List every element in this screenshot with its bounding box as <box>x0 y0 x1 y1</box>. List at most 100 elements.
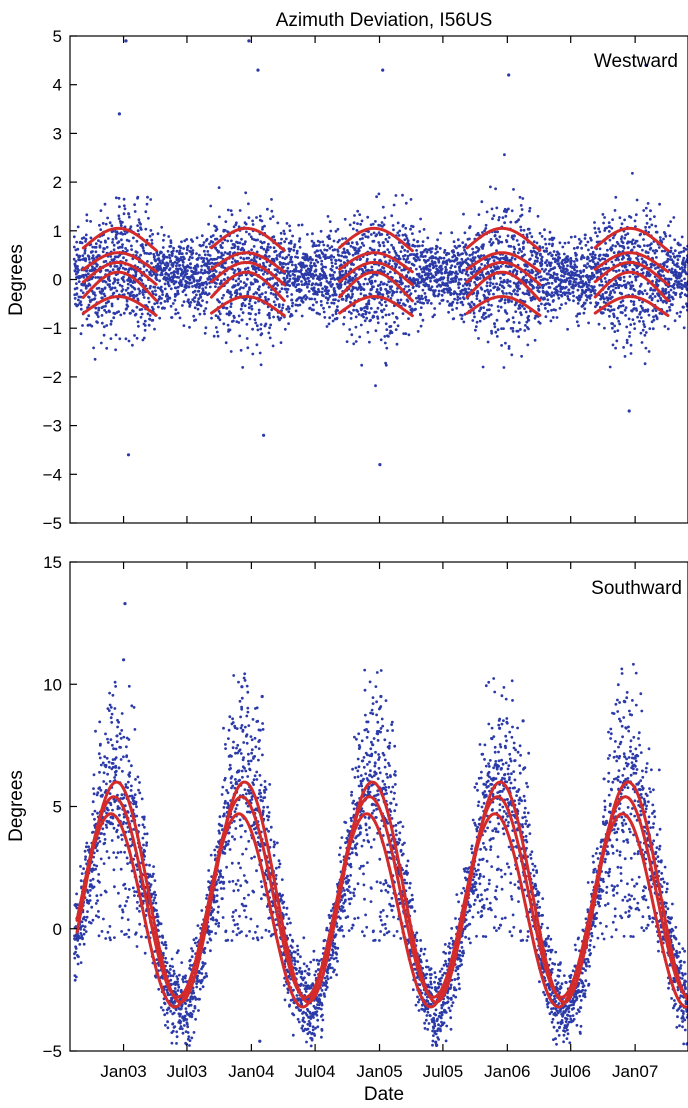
westward-observed-point <box>223 278 226 281</box>
westward-observed-point <box>116 281 120 285</box>
westward-observed-point <box>434 289 437 292</box>
westward-observed-point <box>282 265 285 269</box>
westward-observed-point <box>333 270 336 274</box>
westward-observed-point <box>358 237 362 241</box>
westward-observed-point <box>336 227 340 231</box>
westward-observed-point <box>485 281 489 284</box>
westward-outlier-point <box>378 463 382 467</box>
westward-observed-point <box>649 265 653 269</box>
westward-observed-point <box>153 302 157 306</box>
westward-outlier-point <box>124 39 128 43</box>
westward-observed-point <box>564 285 568 289</box>
westward-observed-point <box>669 288 673 292</box>
westward-observed-point <box>312 308 315 312</box>
westward-observed-point <box>373 258 377 261</box>
westward-observed-point <box>354 340 358 343</box>
westward-observed-point <box>515 272 519 276</box>
westward-observed-point <box>96 311 99 315</box>
westward-observed-point <box>171 302 175 305</box>
westward-observed-point <box>110 224 114 228</box>
southward-observed-point <box>80 920 84 924</box>
westward-observed-point <box>279 231 283 235</box>
westward-observed-point <box>568 298 571 302</box>
westward-observed-point <box>392 290 396 294</box>
westward-observed-point <box>653 295 657 298</box>
westward-observed-point <box>107 300 110 303</box>
westward-observed-point <box>503 221 506 225</box>
westward-observed-point <box>103 308 106 312</box>
westward-observed-point <box>140 312 144 316</box>
westward-observed-points <box>72 39 688 467</box>
westward-outlier-point <box>507 73 511 77</box>
westward-observed-point <box>543 297 546 301</box>
westward-observed-point <box>666 327 670 331</box>
westward-observed-point <box>153 255 156 258</box>
westward-observed-point <box>208 270 212 274</box>
westward-observed-point <box>530 254 534 257</box>
westward-observed-point <box>196 265 200 268</box>
westward-observed-point <box>435 245 439 249</box>
westward-observed-point <box>517 251 520 255</box>
westward-observed-point <box>116 232 119 235</box>
westward-observed-point <box>106 268 109 272</box>
westward-observed-point <box>252 245 256 248</box>
westward-observed-point <box>627 317 631 321</box>
westward-observed-point <box>679 295 682 299</box>
westward-observed-point <box>419 313 422 317</box>
westward-observed-point <box>275 281 279 285</box>
westward-observed-point <box>333 248 337 252</box>
westward-observed-point <box>75 292 79 296</box>
westward-observed-point <box>653 251 657 255</box>
westward-observed-point <box>585 266 588 269</box>
westward-observed-point <box>223 238 227 242</box>
westward-observed-point <box>667 224 670 228</box>
westward-observed-point <box>267 311 271 315</box>
westward-observed-point <box>590 246 594 250</box>
westward-observed-point <box>356 251 360 255</box>
westward-observed-point <box>359 285 363 289</box>
westward-observed-point <box>149 229 153 232</box>
westward-observed-point <box>406 239 410 243</box>
westward-observed-point <box>633 289 637 292</box>
westward-observed-point <box>484 315 488 319</box>
westward-observed-point <box>553 266 556 270</box>
westward-observed-point <box>347 310 351 314</box>
westward-observed-point <box>204 291 208 295</box>
westward-observed-point <box>168 276 172 280</box>
westward-observed-point <box>293 274 297 277</box>
westward-observed-point <box>267 331 271 335</box>
westward-observed-point <box>192 272 196 276</box>
westward-observed-point <box>229 209 233 213</box>
westward-observed-point <box>544 268 548 271</box>
westward-observed-point <box>643 333 647 337</box>
westward-observed-point <box>321 240 325 244</box>
westward-observed-point <box>230 293 233 297</box>
westward-observed-point <box>301 261 305 265</box>
westward-observed-point <box>231 257 235 260</box>
westward-observed-point <box>325 325 329 328</box>
westward-observed-point <box>248 288 251 291</box>
westward-observed-point <box>513 257 517 261</box>
westward-observed-point <box>168 296 172 300</box>
westward-observed-point <box>133 203 137 207</box>
westward-observed-point <box>151 318 155 322</box>
westward-outlier-point <box>117 112 121 116</box>
westward-observed-point <box>206 278 210 281</box>
westward-observed-point <box>261 227 264 231</box>
westward-observed-point <box>583 237 587 240</box>
westward-observed-point <box>613 291 617 294</box>
westward-observed-point <box>414 289 417 293</box>
westward-observed-point <box>124 247 127 250</box>
westward-observed-point <box>588 296 592 300</box>
westward-observed-point <box>598 253 602 257</box>
westward-observed-point <box>167 274 171 277</box>
westward-observed-point <box>497 266 501 270</box>
westward-observed-point <box>216 256 220 259</box>
westward-observed-point <box>239 286 243 289</box>
westward-observed-point <box>321 287 324 290</box>
westward-observed-point <box>332 239 336 243</box>
westward-observed-point <box>538 321 542 325</box>
westward-observed-point <box>506 234 510 238</box>
westward-observed-point <box>334 262 337 265</box>
westward-observed-point <box>366 330 370 334</box>
